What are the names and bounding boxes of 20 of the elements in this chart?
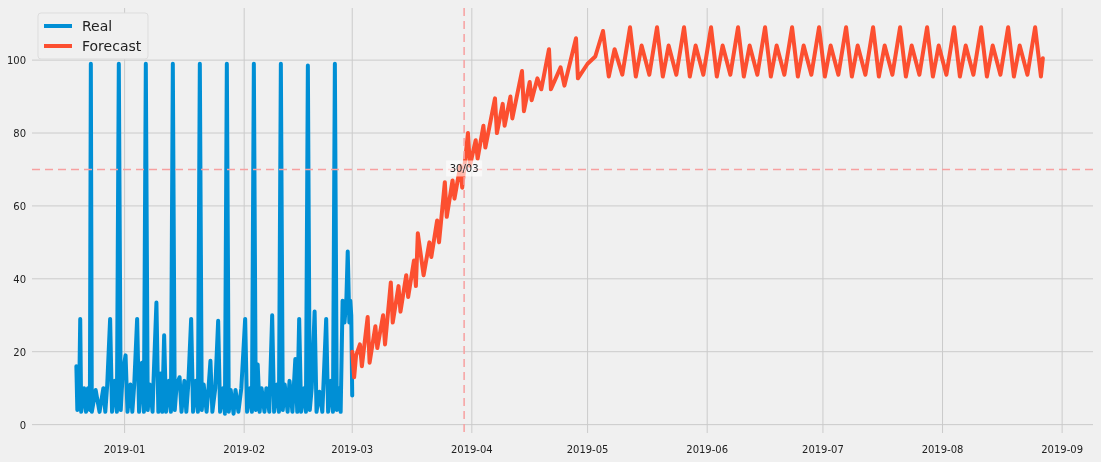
line-series xyxy=(74,61,355,416)
y-tick-label: 60 xyxy=(13,200,26,212)
x-tick-label: 2019-01 xyxy=(103,444,146,455)
x-tick-label: 2019-07 xyxy=(802,444,844,455)
x-tick-label: 2019-03 xyxy=(331,444,374,455)
line-series xyxy=(350,25,1045,380)
x-tick-label: 2019-05 xyxy=(566,444,609,455)
x-tick-label: 2019-09 xyxy=(1041,444,1084,455)
x-tick-label: 2019-02 xyxy=(223,444,266,455)
y-tick-label: 0 xyxy=(19,419,26,431)
y-tick-label: 40 xyxy=(13,273,26,285)
y-tick-label: 20 xyxy=(13,346,26,358)
y-tick-label: 100 xyxy=(6,55,26,67)
legend-label: Forecast xyxy=(82,38,142,54)
annotation: 30/03 xyxy=(449,163,479,175)
legend-label: Real xyxy=(82,18,113,34)
y-tick-label: 80 xyxy=(13,128,26,140)
x-tick-label: 2019-08 xyxy=(921,444,964,455)
x-tick-label: 2019-04 xyxy=(450,444,493,455)
x-tick-label: 2019-06 xyxy=(686,444,729,455)
